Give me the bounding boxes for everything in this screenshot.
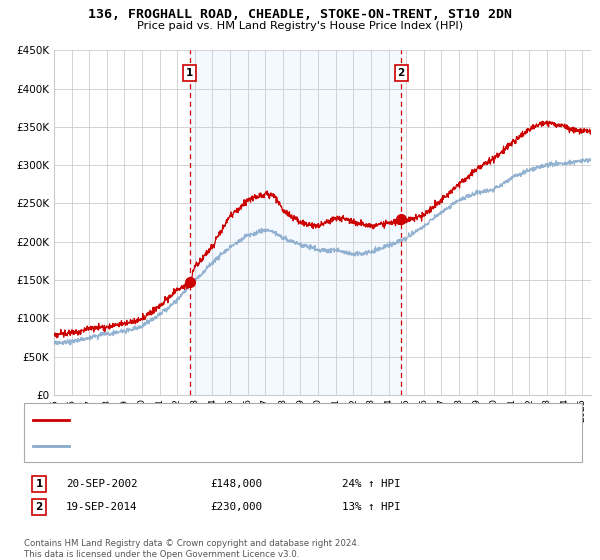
Text: Contains HM Land Registry data © Crown copyright and database right 2024.
This d: Contains HM Land Registry data © Crown c… [24, 539, 359, 559]
Text: Price paid vs. HM Land Registry's House Price Index (HPI): Price paid vs. HM Land Registry's House … [137, 21, 463, 31]
Text: HPI: Average price, detached house, Staffordshire Moorlands: HPI: Average price, detached house, Staf… [75, 441, 393, 451]
Text: 136, FROGHALL ROAD, CHEADLE, STOKE-ON-TRENT, ST10 2DN: 136, FROGHALL ROAD, CHEADLE, STOKE-ON-TR… [88, 8, 512, 21]
Text: 13% ↑ HPI: 13% ↑ HPI [342, 502, 401, 512]
Text: 2: 2 [398, 68, 405, 78]
Text: 136, FROGHALL ROAD, CHEADLE, STOKE-ON-TRENT, ST10 2DN (detached house): 136, FROGHALL ROAD, CHEADLE, STOKE-ON-TR… [75, 414, 497, 424]
Text: 19-SEP-2014: 19-SEP-2014 [66, 502, 137, 512]
Text: 24% ↑ HPI: 24% ↑ HPI [342, 479, 401, 489]
Bar [190, 50, 401, 395]
Text: £148,000: £148,000 [210, 479, 262, 489]
Text: 2: 2 [35, 502, 43, 512]
Text: 1: 1 [186, 68, 194, 78]
Text: 20-SEP-2002: 20-SEP-2002 [66, 479, 137, 489]
Text: 1: 1 [35, 479, 43, 489]
Text: £230,000: £230,000 [210, 502, 262, 512]
